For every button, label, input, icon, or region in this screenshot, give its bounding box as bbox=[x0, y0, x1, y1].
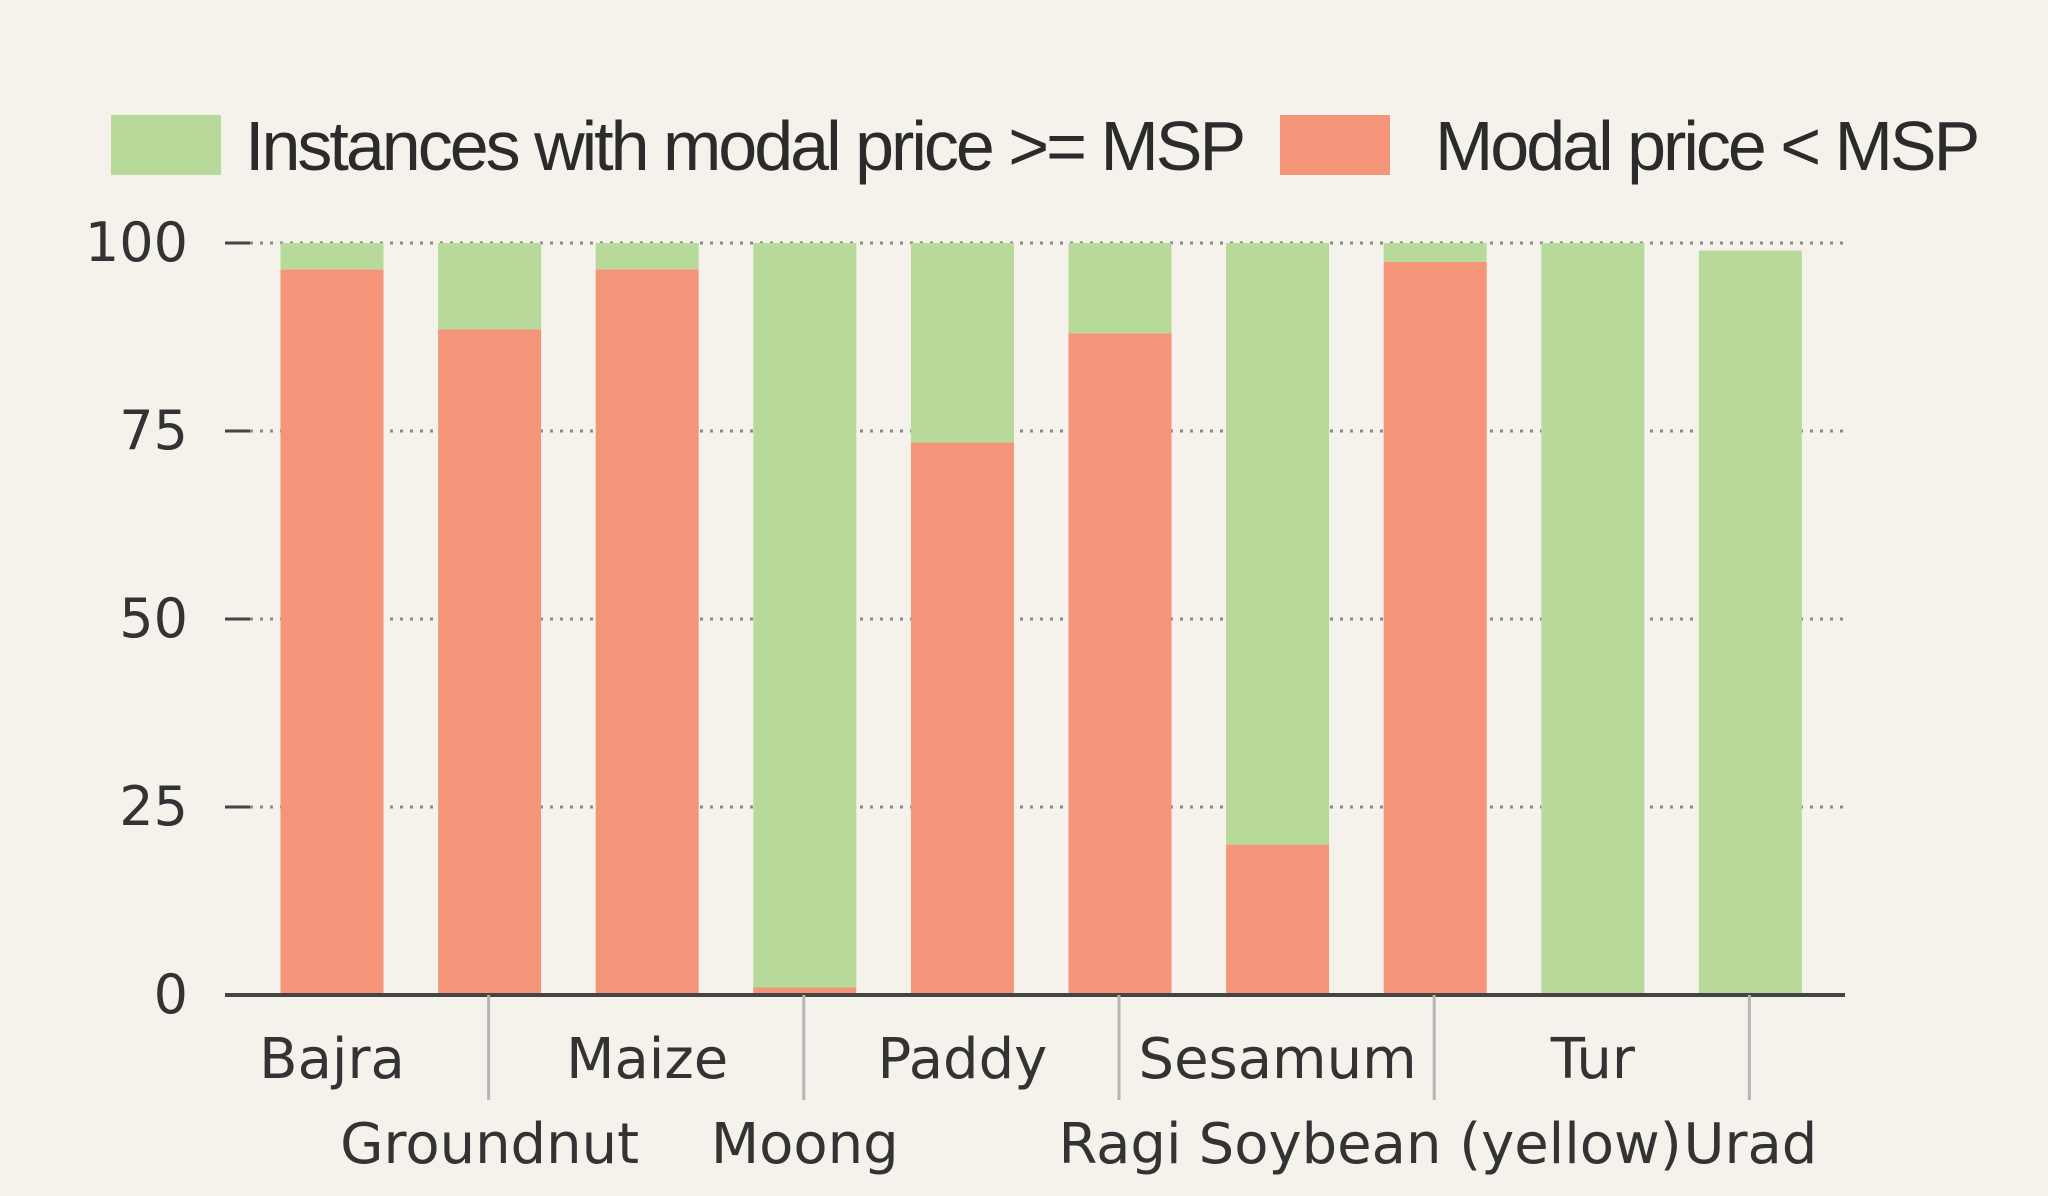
bar-below-msp bbox=[595, 269, 699, 995]
x-tick-label: Tur bbox=[1550, 1027, 1636, 1092]
bar-above-msp bbox=[910, 243, 1014, 443]
y-tick-label: 100 bbox=[85, 211, 188, 274]
bar-below-msp bbox=[753, 987, 857, 995]
bar-below-msp bbox=[1383, 261, 1487, 995]
bar-above-msp bbox=[438, 243, 542, 330]
bar-above-msp bbox=[1541, 243, 1645, 993]
bar-below-msp bbox=[1068, 333, 1172, 995]
bar-above-msp bbox=[1383, 243, 1487, 262]
bar-below-msp bbox=[1226, 844, 1330, 995]
x-tick-label: Maize bbox=[566, 1027, 728, 1092]
x-tick-label: Soybean (yellow) bbox=[1199, 1112, 1682, 1177]
x-tick-label: Paddy bbox=[877, 1027, 1047, 1092]
bar-below-msp bbox=[438, 329, 542, 996]
x-tick-label: Sesamum bbox=[1139, 1027, 1417, 1092]
bars bbox=[280, 243, 1802, 996]
x-tick-label: Groundnut bbox=[340, 1112, 639, 1177]
bar-below-msp bbox=[280, 269, 384, 995]
y-tick-label: 50 bbox=[119, 587, 188, 650]
y-tick-label: 75 bbox=[119, 399, 188, 462]
bar-above-msp bbox=[1226, 243, 1330, 845]
x-tick-label: Moong bbox=[711, 1112, 899, 1177]
x-tick-label: Bajra bbox=[259, 1027, 405, 1092]
legend-swatch-below-msp bbox=[1280, 115, 1390, 175]
bar-above-msp bbox=[280, 243, 384, 270]
bar-above-msp bbox=[1068, 243, 1172, 334]
x-tick-label: Ragi bbox=[1058, 1112, 1181, 1177]
legend-label-above-msp: Instances with modal price >= MSP bbox=[245, 107, 1243, 185]
bar-above-msp bbox=[753, 243, 857, 988]
bar-below-msp bbox=[910, 442, 1014, 995]
y-axis: 0 25 50 75 100 bbox=[85, 211, 250, 1026]
x-tick-label: Urad bbox=[1683, 1112, 1817, 1177]
legend: Instances with modal price >= MSP Modal … bbox=[111, 107, 1980, 185]
bar-above-msp bbox=[1698, 250, 1802, 995]
y-tick-label: 25 bbox=[119, 775, 188, 838]
bar-above-msp bbox=[595, 243, 699, 270]
legend-label-below-msp: Modal price < MSP bbox=[1435, 107, 1977, 185]
y-tick-label: 0 bbox=[154, 963, 188, 1026]
legend-swatch-above-msp bbox=[111, 115, 221, 175]
